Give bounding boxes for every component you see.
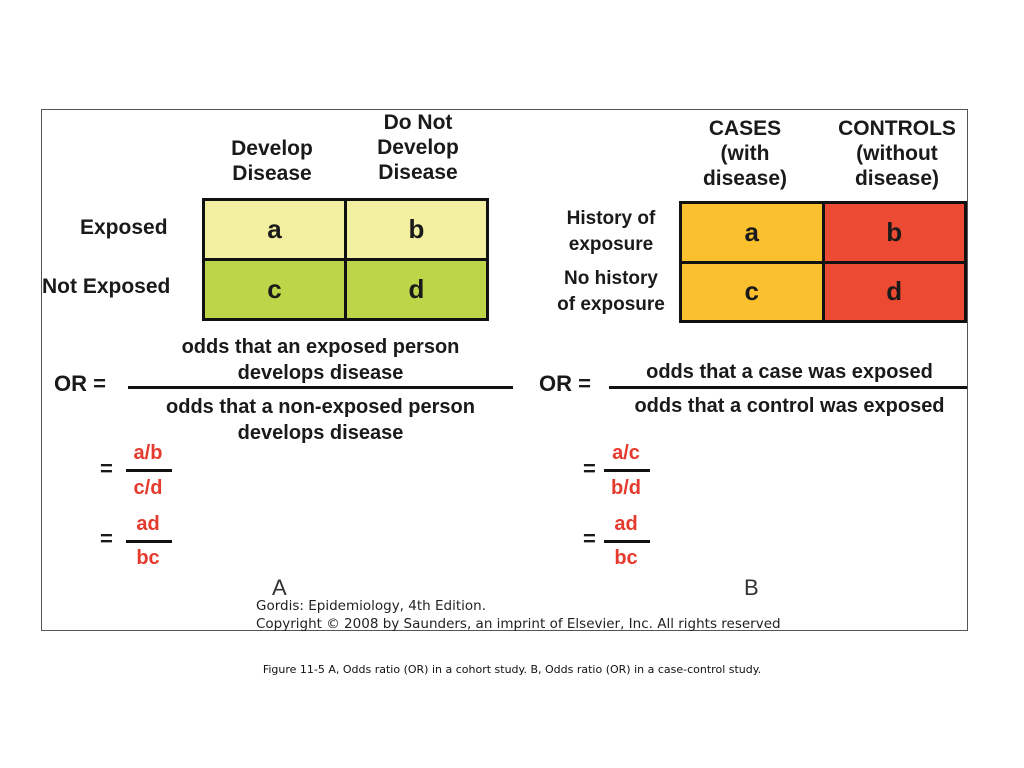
panel-b-col-header-controls: CONTROLS (without disease): [838, 117, 956, 190]
panel-a-step1-denominator: c/d: [133, 477, 163, 499]
panel-a-row-label-exposed: Exposed: [80, 216, 168, 239]
panel-a-or-label: OR =: [54, 371, 106, 396]
panel-a-cell-a: a: [205, 201, 344, 258]
panel-a-denominator: odds that a non-exposed person develops …: [166, 396, 475, 444]
panel-b-or-label: OR =: [539, 371, 591, 396]
panel-a-cell-d: d: [347, 261, 486, 318]
panel-b-step1-equals: =: [583, 456, 596, 481]
panel-a-step1-numerator: a/b: [133, 442, 163, 464]
panel-b-step2-bar: [604, 540, 650, 543]
panel-b-step1-numerator: a/c: [612, 442, 640, 464]
panel-b-step2-numerator: ad: [614, 513, 638, 535]
panel-a-row-label-not-exposed: Not Exposed: [42, 275, 171, 298]
panel-b-cell-a: a: [682, 204, 822, 261]
panel-b-fraction-bar: [609, 386, 967, 389]
panel-b-cell-c: c: [682, 263, 822, 320]
panel-a-2x2-table: a b c d: [202, 198, 489, 321]
panel-b-row-label-no-history: No history of exposure: [557, 268, 665, 315]
panel-a-step2-bar: [126, 540, 172, 543]
panel-b-denominator: odds that a control was exposed: [634, 395, 945, 417]
panel-a-fraction-bar: [128, 386, 513, 389]
panel-b-step1-denominator: b/d: [611, 477, 641, 499]
panel-a-col-header-develop: Develop Disease: [231, 137, 313, 185]
panel-b-cell-d: d: [824, 263, 964, 320]
panel-b-numerator: odds that a case was exposed: [646, 361, 933, 383]
panel-a-step2-denominator: bc: [136, 547, 160, 569]
panel-a-cell-b: b: [347, 201, 486, 258]
panel-a-cell-c: c: [205, 261, 344, 318]
panel-a-step1-equals: =: [100, 456, 113, 481]
panel-a-step2-equals: =: [100, 526, 113, 551]
panel-a-col-header-not-develop: Do Not Develop Disease: [377, 111, 459, 184]
panel-b-cell-b: b: [824, 204, 964, 261]
panel-a-step2-numerator: ad: [136, 513, 160, 535]
figure-frame: Develop Disease Do Not Develop Disease E…: [41, 109, 968, 632]
panel-b-step2-equals: =: [583, 526, 596, 551]
panel-a-numerator: odds that an exposed person develops dis…: [181, 336, 460, 384]
credit-line-2: Copyright © 2008 by Saunders, an imprint…: [256, 616, 781, 632]
figure-caption: Figure 11-5 A, Odds ratio (OR) in a coho…: [262, 663, 762, 676]
panel-b-row-label-history: History of exposure: [566, 208, 656, 255]
panel-b-step2-denominator: bc: [614, 547, 638, 569]
panel-b-col-header-cases: CASES (with disease): [702, 117, 788, 190]
credit-line-1: Gordis: Epidemiology, 4th Edition.: [256, 598, 486, 614]
panel-b-step1-bar: [604, 469, 650, 472]
panel-b-2x2-table: a b c d: [679, 201, 967, 323]
panel-a-letter: A: [272, 575, 287, 600]
panel-b-letter: B: [744, 575, 759, 600]
panel-a-step1-bar: [126, 469, 172, 472]
